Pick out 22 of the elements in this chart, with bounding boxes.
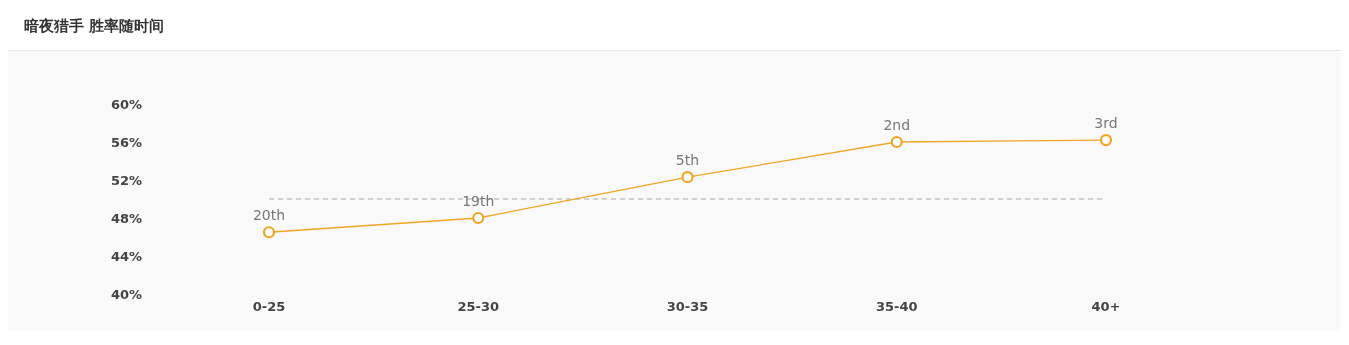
y-tick-label: 56% <box>110 134 142 150</box>
y-tick-label: 48% <box>110 210 142 226</box>
annotation: 3rd <box>1094 115 1118 132</box>
point <box>890 135 903 149</box>
annotation: 5th <box>675 152 700 169</box>
point <box>681 171 694 184</box>
annotation: 2nd <box>883 117 911 133</box>
point <box>472 211 485 225</box>
y-tick-label: 44% <box>110 248 142 264</box>
x-tick-label: 40+ <box>1091 299 1121 315</box>
x-tick-label: 30-35 <box>666 299 709 315</box>
x-tick-label: 25-30 <box>457 299 500 315</box>
x-tick-label: 35-40 <box>875 299 918 315</box>
x-tick-label: 0-25 <box>252 299 286 315</box>
y-tick-label: 52% <box>110 172 142 188</box>
point <box>1099 134 1113 147</box>
annotation: 20th <box>252 207 286 224</box>
annotation: 19th <box>462 193 495 209</box>
y-tick-label: 60% <box>110 96 142 112</box>
text: 暗夜猎手 胜率随时间 <box>8 8 1341 51</box>
y-tick-label: 40% <box>110 286 142 302</box>
point <box>262 226 276 239</box>
